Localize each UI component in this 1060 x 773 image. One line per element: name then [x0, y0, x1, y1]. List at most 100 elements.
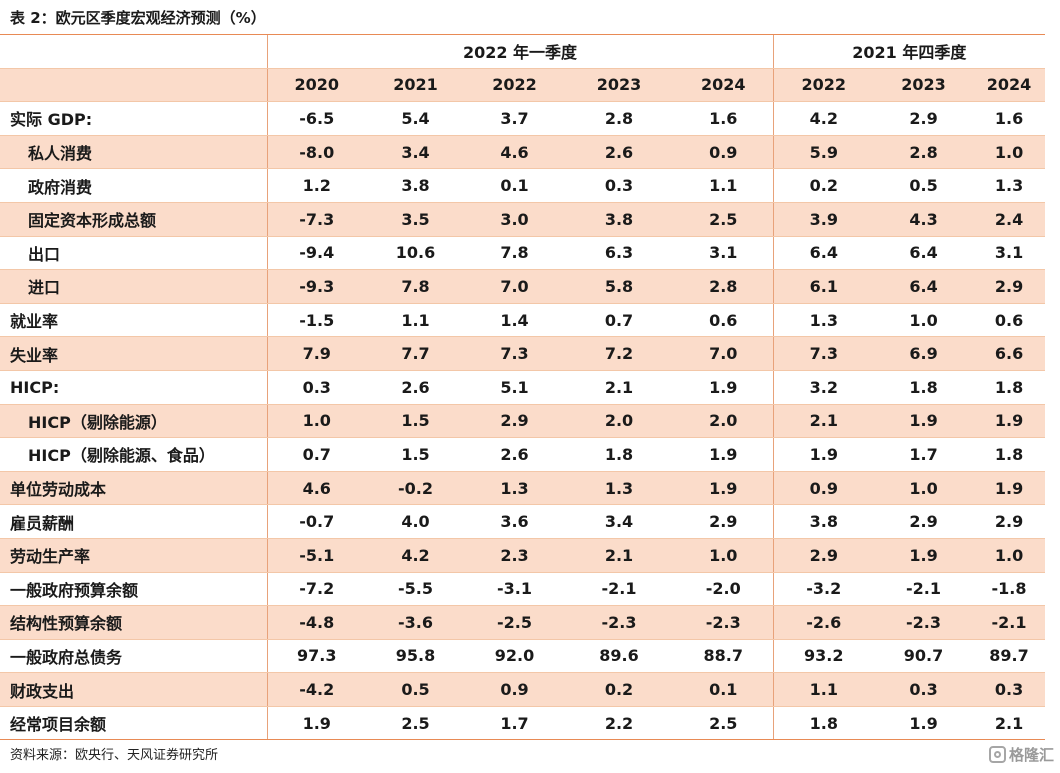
group-2021q4: 2021 年四季度 — [772, 34, 1046, 69]
value-cell: 6.4 — [772, 236, 875, 271]
value-cell: 2.4 — [973, 202, 1046, 237]
value-cell: 2.9 — [973, 504, 1046, 539]
value-cell: 1.6 — [973, 101, 1046, 136]
value-cell: 5.4 — [366, 101, 465, 136]
value-cell: 5.8 — [564, 269, 674, 304]
row-label: 实际 GDP: — [0, 101, 267, 136]
value-cell: 2.9 — [674, 504, 774, 539]
value-cell: 1.1 — [674, 168, 774, 203]
value-cell: 1.3 — [973, 168, 1046, 203]
value-cell: 1.9 — [874, 404, 974, 439]
gelonghui-logo-icon — [988, 745, 1006, 763]
year-header: 2022 — [772, 68, 875, 103]
value-cell: 3.9 — [772, 202, 875, 237]
year-header: 2022 — [465, 68, 564, 103]
table-row: 出口 -9.4 10.6 7.8 6.3 3.1 6.4 6.4 3.1 — [0, 236, 1046, 271]
value-cell: 1.0 — [874, 471, 974, 506]
table-row: 私人消费 -8.0 3.4 4.6 2.6 0.9 5.9 2.8 1.0 — [0, 135, 1046, 170]
value-cell: 1.1 — [772, 672, 875, 707]
value-cell: 7.0 — [465, 269, 564, 304]
value-cell: 2.1 — [564, 370, 674, 405]
row-label: 财政支出 — [0, 672, 267, 707]
table-row: 结构性预算余额 -4.8 -3.6 -2.5 -2.3 -2.3 -2.6 -2.3 -2.1 — [0, 605, 1046, 640]
value-cell: 1.9 — [674, 471, 774, 506]
row-label: HICP: — [0, 370, 267, 405]
table-row: 就业率 -1.5 1.1 1.4 0.7 0.6 1.3 1.0 0.6 — [0, 303, 1046, 338]
value-cell: -9.3 — [266, 269, 366, 304]
table-row: 进口 -9.3 7.8 7.0 5.8 2.8 6.1 6.4 2.9 — [0, 269, 1046, 304]
value-cell: 1.7 — [465, 706, 564, 741]
value-cell: 5.1 — [465, 370, 564, 405]
table-row: 经常项目余额 1.9 2.5 1.7 2.2 2.5 1.8 1.9 2.1 — [0, 706, 1046, 741]
year-header: 2023 — [564, 68, 674, 103]
value-cell: 1.9 — [874, 706, 974, 741]
group-2022q1: 2022 年一季度 — [266, 34, 774, 69]
value-cell: -2.1 — [564, 572, 674, 607]
table-caption: 表 2：欧元区季度宏观经济预测（%） — [10, 9, 266, 27]
table-row: HICP: 0.3 2.6 5.1 2.1 1.9 3.2 1.8 1.8 — [0, 370, 1046, 405]
value-cell: 1.2 — [266, 168, 366, 203]
value-cell: 3.8 — [366, 168, 465, 203]
value-cell: 3.8 — [772, 504, 875, 539]
value-cell: -2.3 — [564, 605, 674, 640]
value-cell: 1.0 — [973, 135, 1046, 170]
value-cell: 3.8 — [564, 202, 674, 237]
value-cell: 1.8 — [874, 370, 974, 405]
row-label: 就业率 — [0, 303, 267, 338]
value-cell: 2.8 — [674, 269, 774, 304]
group-header-row: 2022 年一季度 2021 年四季度 — [0, 34, 1046, 69]
value-cell: 10.6 — [366, 236, 465, 271]
row-label: 私人消费 — [0, 135, 267, 170]
value-cell: 0.1 — [465, 168, 564, 203]
value-cell: 0.3 — [564, 168, 674, 203]
row-label: 一般政府总债务 — [0, 639, 267, 674]
value-cell: 1.1 — [366, 303, 465, 338]
value-cell: 3.5 — [366, 202, 465, 237]
value-cell: 6.6 — [973, 336, 1046, 371]
row-label: 进口 — [0, 269, 267, 304]
value-cell: 7.8 — [465, 236, 564, 271]
value-cell: 2.5 — [674, 202, 774, 237]
value-cell: 1.3 — [465, 471, 564, 506]
table-row: 一般政府预算余额 -7.2 -5.5 -3.1 -2.1 -2.0 -3.2 -2.1 -1.8 — [0, 572, 1046, 607]
row-label: 政府消费 — [0, 168, 267, 203]
value-cell: -7.2 — [266, 572, 366, 607]
table-row: 单位劳动成本 4.6 -0.2 1.3 1.3 1.9 0.9 1.0 1.9 — [0, 471, 1046, 506]
value-cell: 0.7 — [564, 303, 674, 338]
value-cell: 2.8 — [874, 135, 974, 170]
value-cell: 2.8 — [564, 101, 674, 136]
table-row: HICP（剔除能源、食品） 0.7 1.5 2.6 1.8 1.9 1.9 1.7 1.8 — [0, 437, 1046, 472]
value-cell: 2.1 — [564, 538, 674, 573]
value-cell: -4.8 — [266, 605, 366, 640]
value-cell: 1.8 — [973, 370, 1046, 405]
year-header: 2021 — [366, 68, 465, 103]
row-label: 一般政府预算余额 — [0, 572, 267, 607]
value-cell: -8.0 — [266, 135, 366, 170]
value-cell: 1.8 — [973, 437, 1046, 472]
value-cell: 2.3 — [465, 538, 564, 573]
value-cell: 1.8 — [772, 706, 875, 741]
value-cell: 6.9 — [874, 336, 974, 371]
value-cell: 1.6 — [674, 101, 774, 136]
value-cell: 2.9 — [874, 101, 974, 136]
year-header-row: 2020 2021 2022 2023 2024 2022 2023 2024 — [0, 68, 1046, 103]
value-cell: 90.7 — [874, 639, 974, 674]
value-cell: -2.3 — [674, 605, 774, 640]
value-cell: -4.2 — [266, 672, 366, 707]
source-note: 资料来源：欧央行、天风证券研究所 — [10, 748, 219, 763]
value-cell: 3.4 — [366, 135, 465, 170]
row-label: 单位劳动成本 — [0, 471, 267, 506]
value-cell: -2.0 — [674, 572, 774, 607]
row-label: 劳动生产率 — [0, 538, 267, 573]
value-cell: 1.8 — [564, 437, 674, 472]
value-cell: -2.5 — [465, 605, 564, 640]
value-cell: 4.6 — [465, 135, 564, 170]
row-label: 出口 — [0, 236, 267, 271]
watermark-logo: 格隆汇 — [988, 742, 1054, 766]
value-cell: 0.5 — [366, 672, 465, 707]
value-cell: 3.2 — [772, 370, 875, 405]
row-label: 固定资本形成总额 — [0, 202, 267, 237]
value-cell: -5.5 — [366, 572, 465, 607]
value-cell: 92.0 — [465, 639, 564, 674]
value-cell: 7.7 — [366, 336, 465, 371]
